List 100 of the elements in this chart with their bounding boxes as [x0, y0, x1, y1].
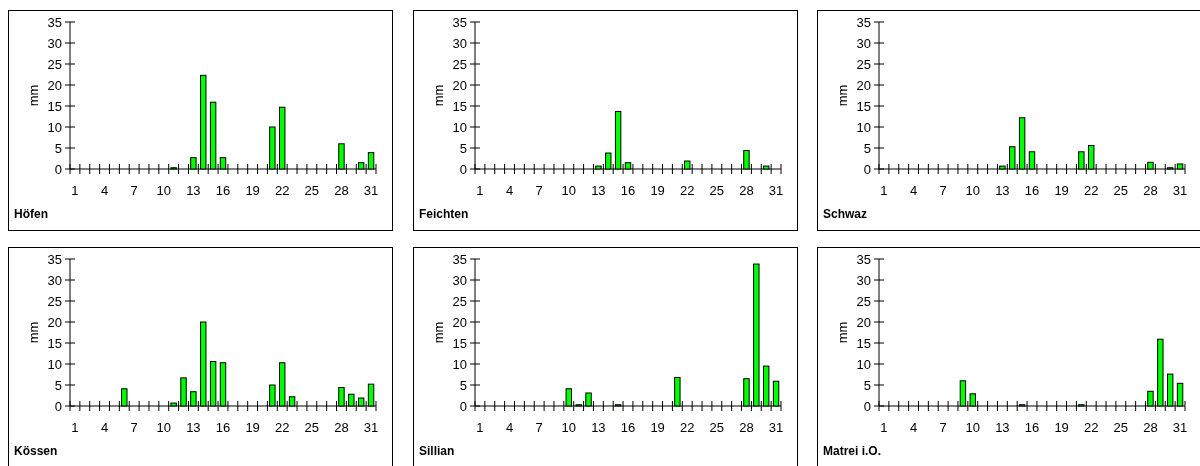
text: Schwaz	[823, 207, 868, 221]
y-tick-label: 20	[856, 314, 871, 330]
x-tick-label: 4	[100, 420, 109, 435]
x-tick-label: 13	[186, 183, 201, 198]
x-tick-label: 31	[768, 420, 784, 435]
y-tick-label: 20	[47, 77, 62, 93]
y-tick-label: 35	[452, 14, 467, 30]
y-tick-label: 35	[452, 251, 467, 267]
y-tick-label: 10	[856, 119, 871, 135]
x-tick-label: 19	[1054, 183, 1069, 198]
x-tick-label: 31	[768, 183, 784, 198]
x-tick-label: 7	[130, 183, 138, 198]
x-tick-label: 1	[880, 420, 888, 435]
y-tick-label: 0	[863, 161, 871, 177]
y-tick-label: 30	[47, 272, 62, 288]
y-tick-label: 10	[452, 356, 467, 372]
y-tick-label: 25	[856, 293, 871, 309]
x-tick-label: 13	[591, 420, 606, 435]
x-tick-label: 25	[304, 420, 320, 435]
x-tick-label: 22	[1083, 183, 1099, 198]
x-tick-label: 1	[476, 183, 484, 198]
x-tick-label: 16	[620, 183, 636, 198]
y-tick-label: 20	[452, 314, 467, 330]
x-tick-label: 25	[709, 420, 725, 435]
x-tick-label: 31	[1172, 183, 1188, 198]
y-tick-label: 0	[459, 161, 467, 177]
y-tick-label: 20	[47, 314, 62, 330]
x-tick-label: 22	[274, 183, 290, 198]
x-tick-label: 25	[1113, 420, 1129, 435]
x-tick-label: 4	[100, 183, 109, 198]
text: Feichten	[419, 207, 469, 221]
x-tick-label: 25	[1113, 183, 1129, 198]
x-tick-label: 7	[535, 183, 543, 198]
y-tick-label: 10	[47, 356, 62, 372]
x-tick-label: 10	[561, 420, 577, 435]
x-tick-label: 1	[71, 420, 79, 435]
x-tick-label: 22	[274, 420, 290, 435]
x-tick-label: 13	[995, 420, 1010, 435]
y-tick-label: 25	[452, 293, 467, 309]
x-tick-label: 4	[505, 420, 514, 435]
x-tick-label: 7	[939, 420, 947, 435]
y-axis-title: mm	[835, 321, 850, 344]
y-tick-label: 25	[47, 56, 62, 72]
x-tick-label: 16	[1024, 420, 1040, 435]
x-tick-label: 13	[591, 183, 606, 198]
x-tick-label: 22	[679, 183, 695, 198]
text: Kössen	[14, 444, 58, 458]
y-tick-label: 5	[54, 377, 62, 393]
x-tick-label: 10	[156, 420, 172, 435]
x-tick-label: 10	[156, 183, 172, 198]
y-tick-label: 35	[47, 251, 62, 267]
y-tick-label: 10	[856, 356, 871, 372]
y-tick-label: 15	[452, 335, 467, 351]
y-axis-title: mm	[26, 321, 41, 344]
y-tick-label: 30	[856, 35, 871, 51]
x-tick-label: 4	[909, 420, 918, 435]
x-tick-label: 1	[71, 183, 79, 198]
x-tick-label: 25	[709, 183, 725, 198]
y-tick-label: 20	[452, 77, 467, 93]
x-tick-label: 10	[561, 183, 577, 198]
y-tick-label: 15	[452, 98, 467, 114]
y-tick-label: 5	[459, 377, 467, 393]
x-tick-label: 25	[304, 183, 320, 198]
text: Matrei i.O.	[823, 444, 882, 458]
y-axis-title: mm	[431, 84, 446, 107]
x-tick-label: 31	[363, 183, 379, 198]
y-tick-label: 30	[47, 35, 62, 51]
x-tick-label: 4	[909, 183, 918, 198]
y-axis-title: mm	[26, 84, 41, 107]
y-tick-label: 15	[47, 98, 62, 114]
y-tick-label: 0	[54, 161, 62, 177]
y-tick-label: 35	[856, 251, 871, 267]
y-tick-label: 0	[459, 398, 467, 414]
y-tick-label: 30	[856, 272, 871, 288]
x-tick-label: 28	[739, 183, 754, 198]
y-tick-label: 15	[856, 335, 871, 351]
y-tick-label: 25	[856, 56, 871, 72]
x-tick-label: 19	[650, 183, 665, 198]
x-tick-label: 28	[739, 420, 754, 435]
x-tick-label: 19	[245, 420, 260, 435]
x-tick-label: 19	[650, 420, 665, 435]
x-tick-label: 19	[245, 183, 260, 198]
y-axis-title: mm	[835, 84, 850, 107]
x-tick-label: 28	[1143, 420, 1158, 435]
y-tick-label: 0	[863, 398, 871, 414]
y-tick-label: 5	[863, 377, 871, 393]
x-tick-label: 4	[505, 183, 514, 198]
x-tick-label: 28	[334, 420, 349, 435]
x-tick-label: 22	[679, 420, 695, 435]
y-tick-label: 5	[459, 140, 467, 156]
y-tick-label: 5	[54, 140, 62, 156]
x-tick-label: 13	[995, 183, 1010, 198]
x-tick-label: 16	[1024, 183, 1040, 198]
x-tick-label: 7	[939, 183, 947, 198]
y-tick-label: 0	[54, 398, 62, 414]
x-tick-label: 16	[620, 420, 636, 435]
y-tick-label: 25	[47, 293, 62, 309]
x-tick-label: 19	[1054, 420, 1069, 435]
text: Höfen	[14, 207, 48, 221]
x-tick-label: 28	[1143, 183, 1158, 198]
